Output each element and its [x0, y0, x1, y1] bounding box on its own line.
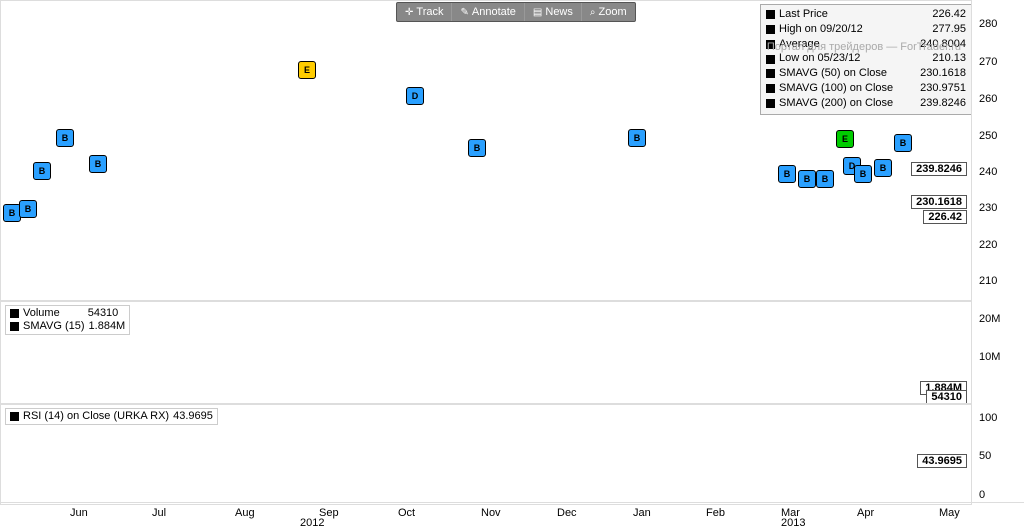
x-tick-mar: Mar [781, 507, 800, 519]
rsi-y-tick-0: 0 [979, 489, 986, 501]
marker-b-12[interactable]: B [894, 134, 912, 152]
volume-label-last: 54310 [926, 390, 967, 404]
price-label-226: 226.42 [923, 210, 967, 224]
toolbar[interactable]: ✛ Track ✎ Annotate ▤ News ⌕ Zoom [396, 2, 636, 22]
x-tick-jan: Jan [633, 507, 651, 519]
legend-low: Low on 05/23/12 210.13 [766, 52, 966, 66]
legend-high: High on 09/20/12 277.95 [766, 23, 966, 37]
y-tick-240: 240 [979, 166, 998, 178]
volume-y-tick-10M: 10M [979, 351, 1001, 363]
rsi-label-current: 43.9695 [917, 454, 967, 468]
x-tick-dec: Dec [557, 507, 577, 519]
marker-d-0[interactable]: D [406, 87, 424, 105]
y-tick-230: 230 [979, 202, 998, 214]
x-tick-may: May [939, 507, 960, 519]
x-axis: Jun Jul Aug Sep Oct Nov Dec Jan Feb Mar … [0, 502, 1024, 531]
x-tick-apr: Apr [857, 507, 875, 519]
marker-b-8[interactable]: B [798, 170, 816, 188]
marker-b-1[interactable]: B [19, 200, 37, 218]
price-chart: 280 270 260 250 240 230 220 210 239.8246… [0, 0, 997, 302]
news-icon: ▤ [532, 6, 543, 18]
marker-b-7[interactable]: B [778, 165, 796, 183]
marker-e-0[interactable]: E [298, 61, 316, 79]
rsi-y-tick-100: 100 [979, 412, 998, 424]
y-tick-260: 260 [979, 93, 998, 105]
volume-header: Volume 54310 SMAVG (15) 1.884M [5, 305, 131, 335]
x-tick-feb: Feb [706, 507, 725, 519]
legend-average: Average 240.8004 [766, 38, 966, 52]
marker-b-2[interactable]: B [33, 162, 51, 180]
annotate-tool[interactable]: ✎ Annotate [452, 3, 525, 21]
x-tick-aug: Aug [235, 507, 255, 519]
magnify-icon: ⌕ [589, 6, 596, 18]
legend-smavg-100: SMAVG (100) on Close 230.9751 [766, 82, 966, 96]
year-label-2013: 2013 [781, 517, 806, 529]
legend-box: Last Price 226.42 High on 09/20/12 277.9… [760, 4, 972, 116]
pencil-icon: ✎ [460, 6, 469, 18]
x-tick-nov: Nov [481, 507, 501, 519]
volume-y-tick-20M: 20M [979, 313, 1001, 325]
price-label-239: 239.8246 [911, 162, 967, 176]
marker-e-green-0[interactable]: E [836, 130, 854, 148]
legend-last-price: Last Price 226.42 [766, 8, 966, 22]
crosshair-icon: ✛ [405, 6, 414, 18]
price-label-230: 230.1618 [911, 195, 967, 209]
rsi-chart: RSI (14) on Close (URKA RX) 43.9695 100 … [0, 403, 997, 505]
zoom-tool[interactable]: ⌕ Zoom [589, 6, 627, 18]
legend-smavg-50: SMAVG (50) on Close 230.1618 [766, 67, 966, 81]
y-tick-280: 280 [979, 18, 998, 30]
rsi-y-tick-50: 50 [979, 450, 992, 462]
x-tick-jul: Jul [152, 507, 167, 519]
marker-b-5[interactable]: B [468, 139, 486, 157]
marker-b-11[interactable]: B [874, 159, 892, 177]
x-tick-jun: Jun [70, 507, 88, 519]
x-tick-oct: Oct [398, 507, 416, 519]
y-tick-270: 270 [979, 56, 998, 68]
marker-b-10[interactable]: B [854, 165, 872, 183]
marker-b-9[interactable]: B [816, 170, 834, 188]
volume-chart: Volume 54310 SMAVG (15) 1.884M 20M 10M 1… [0, 300, 1000, 405]
marker-b-3[interactable]: B [56, 129, 74, 147]
watermark: Портал для трейдеров — ForTrader.ru [766, 41, 961, 53]
marker-b-4[interactable]: B [89, 155, 107, 173]
rsi-header: RSI (14) on Close (URKA RX) 43.9695 [5, 408, 218, 425]
y-tick-250: 250 [979, 130, 998, 142]
marker-b-0[interactable]: B [3, 204, 21, 222]
year-label-2012: 2012 [300, 517, 325, 529]
legend-smavg-200: SMAVG (200) on Close 239.8246 [766, 97, 966, 111]
y-tick-210: 210 [979, 275, 998, 287]
x-tick-sep: Sep [319, 507, 339, 519]
y-tick-220: 220 [979, 239, 998, 251]
track-tool[interactable]: ✛ Track [397, 3, 453, 21]
marker-b-6[interactable]: B [628, 129, 646, 147]
news-tool[interactable]: ▤ News [525, 3, 582, 21]
